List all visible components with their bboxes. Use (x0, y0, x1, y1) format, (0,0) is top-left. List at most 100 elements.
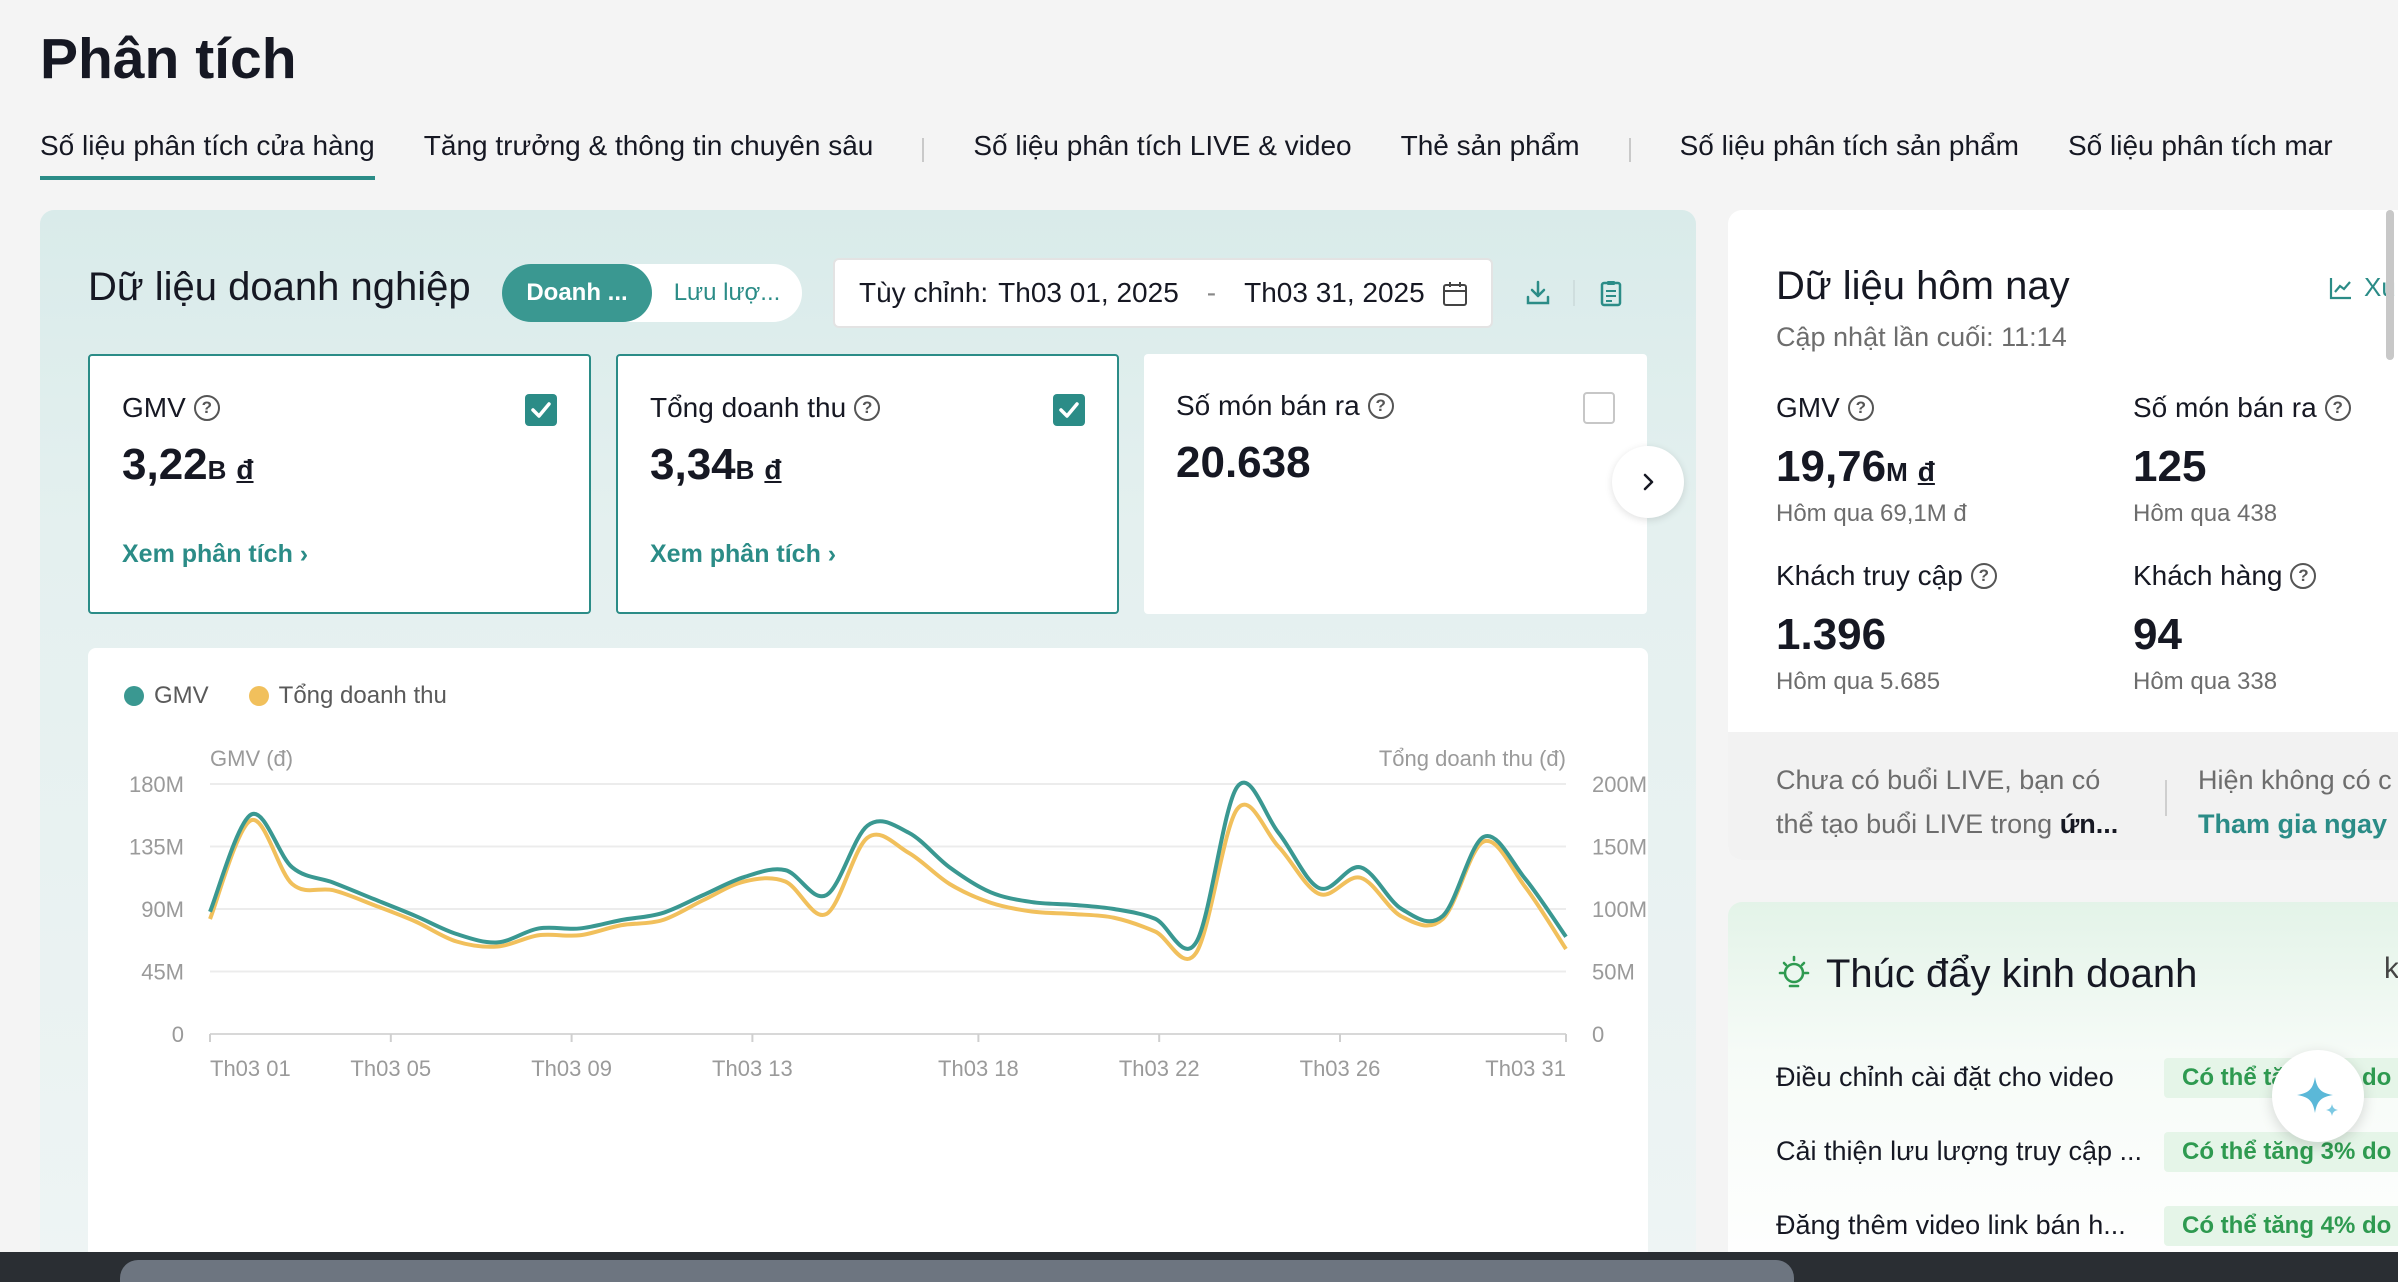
metric-value-unit: B (735, 455, 755, 485)
y-tick-right: 50M (1592, 960, 1635, 985)
date-range-prefix: Tùy chỉnh: (859, 277, 989, 308)
help-icon[interactable]: ? (1367, 393, 1394, 419)
stat-label-text: Khách truy cập (1776, 560, 1963, 591)
help-icon[interactable]: ? (1970, 563, 1997, 589)
tab-bar: Số liệu phân tích cửa hàng Tăng trưởng &… (40, 130, 2382, 186)
tab-product-analytics[interactable]: Số liệu phân tích sản phẩm (1679, 130, 2019, 161)
legend-item-revenue[interactable]: Tổng doanh thu (248, 682, 447, 710)
report-icon[interactable] (1596, 278, 1626, 308)
help-icon[interactable]: ? (1847, 395, 1874, 421)
live-notice-line: Chưa có buổi LIVE, bạn có (1776, 765, 2101, 795)
date-separator: - (1206, 277, 1217, 308)
chevron-right-icon (1643, 473, 1654, 491)
data-type-toggle: Doanh ... Lưu lượ... (502, 264, 802, 322)
stat-label: Số món bán ra? (2133, 392, 2398, 424)
metric-card-total-revenue[interactable]: Tổng doanh thu ? 3,34B đ Xem phân tích › (616, 354, 1119, 614)
today-data-title: Dữ liệu hôm nay (1776, 264, 2070, 308)
stat-label: GMV? (1776, 392, 2106, 424)
y-axis-left-title: GMV (đ) (210, 746, 293, 771)
metric-value-unit: B (207, 455, 227, 485)
metric-revenue-checkbox[interactable] (1053, 394, 1085, 426)
live-join-notice: Hiện không có c Tham gia ngay (2198, 758, 2392, 846)
today-stat-items-sold: Số món bán ra? 125 Hôm qua 438 (2133, 392, 2398, 528)
legend-label: GMV (154, 682, 209, 709)
stat-value: 19,76M đ (1776, 442, 2106, 492)
calendar-icon (1443, 282, 1467, 306)
metric-revenue-view-analysis-link[interactable]: Xem phân tích › (650, 540, 837, 568)
currency-symbol: đ (764, 454, 782, 485)
boost-item-video-settings[interactable]: Điều chỉnh cài đặt cho video (1776, 1062, 2114, 1092)
tab-marketing-analytics[interactable]: Số liệu phân tích mar (2067, 130, 2333, 161)
boost-title: Thúc đẩy kinh doanh k (1776, 952, 2398, 997)
y-tick-left: 180M (129, 772, 184, 797)
y-tick-right: 150M (1592, 835, 1647, 860)
tab-store-analytics[interactable]: Số liệu phân tích cửa hàng (40, 130, 375, 180)
y-tick-right: 100M (1592, 897, 1647, 922)
series-line-gmv (208, 780, 1568, 951)
business-data-title: Dữ liệu doanh nghiệp (88, 265, 471, 309)
trend-chart-icon (2329, 277, 2351, 299)
boost-business-panel: Thúc đẩy kinh doanh k Điều chỉnh cài đặt… (1728, 902, 2398, 1282)
stat-label: Khách truy cập? (1776, 560, 2106, 592)
join-now-link[interactable]: Tham gia ngay (2198, 809, 2388, 839)
help-icon[interactable]: ? (854, 395, 881, 421)
stat-yesterday: Hôm qua 69,1M đ (1776, 500, 1967, 527)
boost-item-post-video-links[interactable]: Đăng thêm video link bán h... (1776, 1210, 2126, 1240)
boost-title-text: Thúc đẩy kinh doanh (1826, 952, 2198, 996)
x-tick-label: Th03 05 (350, 1056, 431, 1081)
revenue-toggle-button[interactable]: Doanh ... (502, 264, 652, 322)
metric-gmv-view-analysis-link[interactable]: Xem phân tích › (122, 540, 309, 568)
series-line-total-revenue (208, 802, 1568, 961)
metric-revenue-label: Tổng doanh thu (650, 392, 847, 423)
boost-item-improve-traffic[interactable]: Cải thiện lưu lượng truy cập ... (1776, 1136, 2143, 1166)
help-icon[interactable]: ? (193, 395, 220, 421)
date-range-picker[interactable]: Tùy chỉnh: Th03 01, 2025 - Th03 31, 2025 (833, 258, 1493, 328)
today-stat-customers: Khách hàng? 94 Hôm qua 338 (2133, 560, 2398, 696)
stat-label-text: Số món bán ra (2133, 392, 2317, 423)
legend-item-gmv[interactable]: GMV (124, 682, 209, 710)
help-icon[interactable]: ? (2324, 395, 2351, 421)
help-icon[interactable]: ? (2290, 563, 2317, 589)
traffic-toggle-button[interactable]: Lưu lượ... (673, 279, 781, 306)
legend-dot (248, 686, 269, 706)
y-axis-right-title: Tổng doanh thu (đ) (1379, 746, 1566, 771)
tab-live-video-analytics[interactable]: Số liệu phân tích LIVE & video (973, 130, 1352, 161)
metric-items-sold-checkbox[interactable] (1583, 392, 1615, 424)
download-icon[interactable] (1523, 278, 1553, 308)
date-end: Th03 31, 2025 (1244, 277, 1425, 308)
scrollbar[interactable] (2386, 210, 2394, 360)
metric-label: Tổng doanh thu ? (650, 392, 881, 424)
x-tick-label: Th03 31 (1485, 1056, 1566, 1081)
ai-assistant-button[interactable] (2272, 1050, 2364, 1142)
metric-value-number: 3,34 (650, 440, 736, 489)
sparkle-icon (2297, 1077, 2338, 1116)
metric-card-gmv[interactable]: GMV ? 3,22B đ Xem phân tích › (88, 354, 591, 614)
y-tick-left: 90M (141, 897, 184, 922)
trend-chart: GMV (đ) Tổng doanh thu (đ) 0 0 45M 50M 90M 100M… (129, 746, 1647, 1081)
live-notice-line: thể tạo buổi LIVE trong (1776, 809, 2060, 839)
metric-label: GMV ? (122, 392, 220, 424)
live-notice-link[interactable]: ứn... (2059, 809, 2119, 839)
boost-badge: Có thể tăng 3% do (2164, 1132, 2398, 1172)
business-data-panel: Dữ liệu doanh nghiệp Doanh ... Lưu lượ..… (40, 210, 1696, 1282)
tab-growth-insights[interactable]: Tăng trưởng & thông tin chuyên sâu (423, 130, 874, 161)
boost-badge: Có thể tăng 4% do (2164, 1206, 2398, 1246)
metric-card-items-sold[interactable]: Số món bán ra ? 20.638 (1144, 354, 1647, 614)
checkmark-icon (531, 402, 551, 418)
metric-label: Số món bán ra ? (1176, 390, 1394, 422)
metric-gmv-checkbox[interactable] (525, 394, 557, 426)
os-taskbar (0, 1252, 2398, 1282)
x-tick-label: Th03 13 (712, 1056, 793, 1081)
x-tick-label: Th03 18 (938, 1056, 1019, 1081)
y-tick-right: 0 (1592, 1022, 1604, 1047)
tab-product-cards[interactable]: Thẻ sản phẩm (1400, 130, 1580, 161)
page-title: Phân tích (40, 27, 297, 91)
tab-divider (1628, 138, 1631, 162)
stat-value-number: 19,76 (1776, 442, 1887, 491)
next-metrics-button[interactable] (1612, 446, 1684, 518)
last-updated: Cập nhật lần cuối: 11:14 (1776, 322, 2067, 352)
live-join-text: Hiện không có c (2198, 765, 2392, 795)
stat-yesterday: Hôm qua 5.685 (1776, 668, 1941, 695)
metric-gmv-label: GMV (122, 392, 186, 423)
